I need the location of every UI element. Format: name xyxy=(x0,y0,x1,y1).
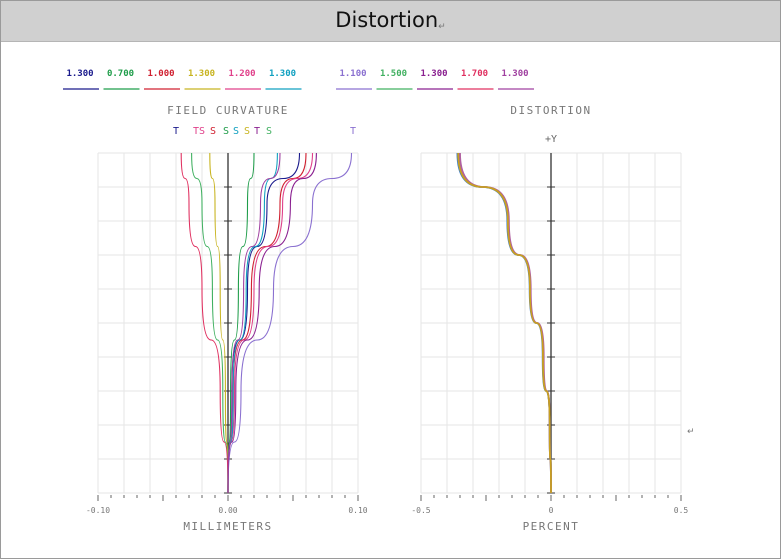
x-tick-label: 0.00 xyxy=(218,506,237,515)
curve-marker-label: S xyxy=(223,126,229,137)
chart-title: DISTORTION xyxy=(510,104,591,117)
series-line xyxy=(180,152,229,494)
curve-marker-label: T xyxy=(173,126,179,137)
legend-item: 1.100 xyxy=(336,69,372,90)
legend-item: 1.300 xyxy=(63,69,99,90)
legend-item: 1.700 xyxy=(457,69,494,90)
curve-marker-label: TS xyxy=(193,126,205,137)
series-line xyxy=(209,152,229,494)
x-tick-label: 0.10 xyxy=(348,506,367,515)
legend-item: 1.300 xyxy=(417,69,453,90)
x-tick-label: -0.5 xyxy=(411,506,430,515)
legend-item: 1.500 xyxy=(376,69,413,90)
series-line xyxy=(191,152,229,494)
series-line xyxy=(227,152,317,494)
legend-label: 1.300 xyxy=(66,69,93,79)
legend-item: 1.300 xyxy=(498,69,534,90)
series-line xyxy=(227,152,281,494)
axis-field-label: +Y xyxy=(545,134,557,145)
series-line xyxy=(227,152,255,494)
x-tick-label: 0.5 xyxy=(674,506,689,515)
legend-label: 1.000 xyxy=(147,69,174,79)
legend-item: 0.700 xyxy=(103,69,140,90)
x-tick-label: -0.10 xyxy=(86,506,110,515)
legend-item: 1.000 xyxy=(144,69,180,90)
x-axis-label: MILLIMETERS xyxy=(183,520,272,533)
title-bar: Distortion↵ xyxy=(1,1,780,42)
chart-panel: DISTORTION +Y -0.5 0 0.5 PERCENT xyxy=(411,104,688,533)
legend-label: 0.700 xyxy=(107,69,134,79)
curve-marker-label: S xyxy=(233,126,239,137)
page-title: Distortion↵ xyxy=(335,8,446,32)
x-axis-label: PERCENT xyxy=(523,520,580,533)
legend-label: 1.300 xyxy=(188,69,215,79)
curve-marker-label: S xyxy=(244,126,250,137)
legend-item: 1.200 xyxy=(225,69,261,90)
curve-marker-label: S xyxy=(210,126,216,137)
legend-item: 1.300 xyxy=(184,69,221,90)
paragraph-mark-icon: ↵ xyxy=(438,22,446,32)
series-line xyxy=(457,152,552,494)
paragraph-mark-icon: ↵ xyxy=(687,427,695,437)
legend-label: 1.300 xyxy=(501,69,528,79)
series-line xyxy=(227,152,314,494)
legend-label: 1.200 xyxy=(228,69,255,79)
chart-title: FIELD CURVATURE xyxy=(167,104,289,117)
curve-marker-label: T xyxy=(254,126,260,137)
curve-marker-label: S xyxy=(266,126,272,137)
series-line xyxy=(227,152,353,494)
optical-plot: 1.300 0.700 1.000 1.300 1.200 1.300 1.100 1.500… xyxy=(63,69,688,533)
legend-label: 1.700 xyxy=(461,69,488,79)
series-line xyxy=(227,152,278,494)
legend-item: 1.300 xyxy=(265,69,302,90)
legend-label: 1.300 xyxy=(420,69,447,79)
x-tick-label: 0 xyxy=(549,506,554,515)
legend-label: 1.300 xyxy=(269,69,296,79)
legend-label: 1.100 xyxy=(339,69,366,79)
legend-label: 1.500 xyxy=(380,69,407,79)
curve-marker-label: T xyxy=(350,126,356,137)
